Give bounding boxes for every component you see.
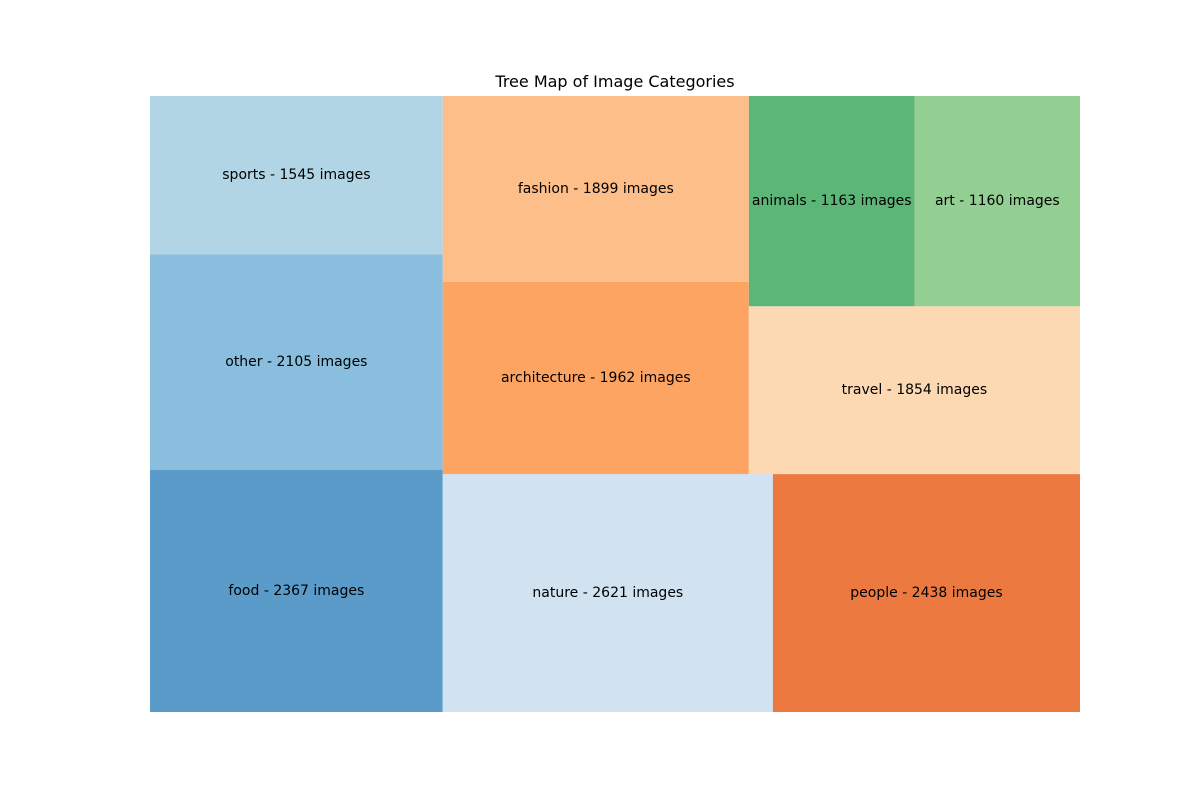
- tile-food: [150, 469, 443, 712]
- tile-label-architecture: architecture - 1962 images: [501, 370, 691, 386]
- tile-other: [150, 254, 443, 470]
- tile-architecture: [442, 281, 749, 475]
- tile-fashion: [442, 96, 749, 282]
- tile-label-fashion: fashion - 1899 images: [518, 181, 674, 197]
- treemap-tiles: [150, 96, 1080, 712]
- tile-label-art: art - 1160 images: [935, 193, 1060, 209]
- chart-title: Tree Map of Image Categories: [495, 72, 735, 91]
- tile-label-people: people - 2438 images: [850, 585, 1002, 601]
- tile-label-animals: animals - 1163 images: [752, 193, 912, 209]
- tile-label-nature: nature - 2621 images: [532, 585, 683, 601]
- tile-label-other: other - 2105 images: [225, 354, 367, 370]
- tile-art: [914, 96, 1080, 307]
- tile-label-food: food - 2367 images: [228, 583, 364, 599]
- tile-animals: [748, 96, 915, 307]
- tile-sports: [150, 96, 443, 255]
- tile-label-sports: sports - 1545 images: [222, 167, 370, 183]
- tile-nature: [442, 474, 773, 712]
- tile-travel: [748, 306, 1080, 475]
- treemap-labels: food - 2367 images other - 2105 images spo…: [222, 167, 1059, 601]
- tile-label-travel: travel - 1854 images: [842, 382, 988, 398]
- tile-people: [772, 474, 1080, 712]
